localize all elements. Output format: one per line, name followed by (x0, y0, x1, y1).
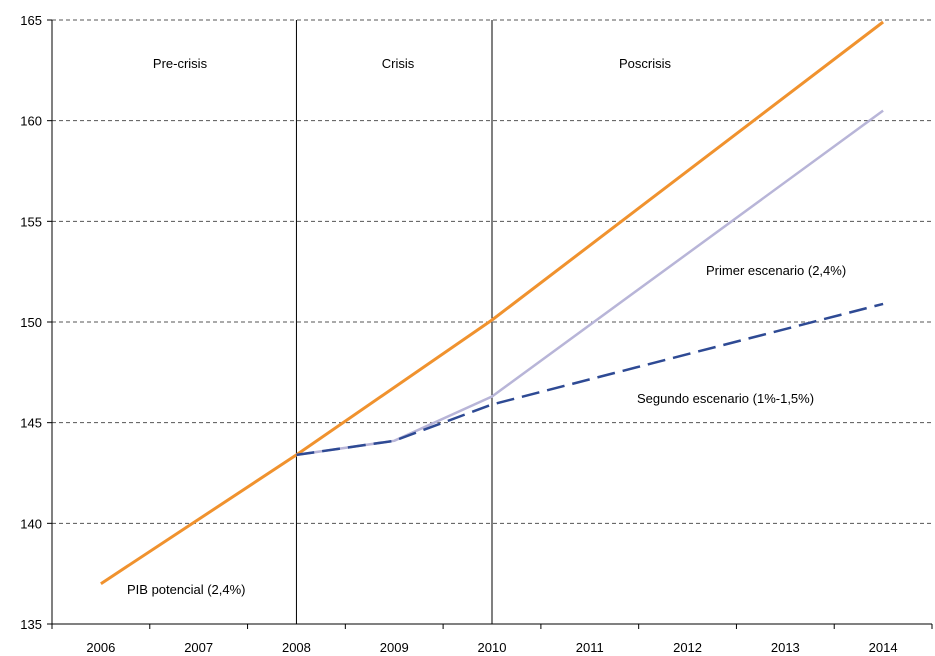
x-tick-label-2013: 2013 (771, 640, 800, 655)
y-tick-label-140: 140 (20, 516, 42, 531)
y-tick-label-150: 150 (20, 315, 42, 330)
y-tick-label-165: 165 (20, 13, 42, 28)
y-tick-label-145: 145 (20, 416, 42, 431)
period-dividers (295, 20, 493, 624)
x-tick-label-2006: 2006 (86, 640, 115, 655)
axes: 135 140 145 150 155 160 165 2006 2007 2008 2009 201… (20, 13, 933, 655)
annotation-primer-escenario: Primer escenario (2,4%) (706, 263, 846, 278)
period-label-poscrisis: Poscrisis (619, 56, 672, 71)
series-line-primer (296, 109, 884, 457)
series-lines (100, 20, 885, 585)
y-tick-label-135: 135 (20, 617, 42, 632)
series-line-pib (100, 20, 885, 585)
x-tick-label-2007: 2007 (184, 640, 213, 655)
annotation-pib-potencial: PIB potencial (2,4%) (127, 582, 246, 597)
x-tick-label-2010: 2010 (478, 640, 507, 655)
y-tick-label-160: 160 (20, 114, 42, 129)
x-tick-label-2011: 2011 (576, 640, 604, 655)
annotation-segundo-escenario: Segundo escenario (1%-1,5%) (637, 391, 814, 406)
x-tick-label-2008: 2008 (282, 640, 311, 655)
x-tick-label-2014: 2014 (869, 640, 898, 655)
chart-text: Pre-crisis Crisis Poscrisis PIB potencia… (127, 56, 846, 597)
x-tick-label-2012: 2012 (673, 640, 702, 655)
x-tick-label-2009: 2009 (380, 640, 409, 655)
y-tick-label-155: 155 (20, 214, 42, 229)
period-label-crisis: Crisis (382, 56, 415, 71)
series-line-segundo (296, 302, 884, 457)
period-label-pre-crisis: Pre-crisis (153, 56, 208, 71)
